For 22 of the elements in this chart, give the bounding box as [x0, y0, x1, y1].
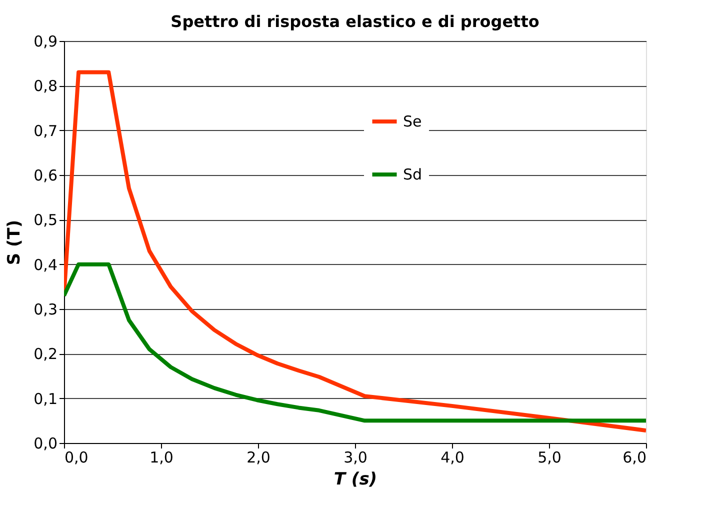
y-tick-label: 0,9	[34, 32, 58, 50]
x-tick-label: 2,0	[246, 448, 270, 466]
legend-label: Sd	[403, 166, 422, 184]
chart-title: Spettro di risposta elastico e di progetto	[170, 12, 540, 31]
x-axis-title: T (s)	[334, 470, 378, 490]
x-tick-label: 4,0	[440, 448, 464, 466]
y-tick-label: 0,1	[34, 390, 58, 408]
x-tick-label: 3,0	[344, 448, 368, 466]
y-tick-label: 0,6	[34, 166, 58, 184]
x-tick-label: 5,0	[538, 448, 562, 466]
y-axis-title: S (T)	[4, 220, 25, 266]
x-tick-label: 1,0	[150, 448, 174, 466]
legend-label: Se	[403, 112, 422, 130]
y-tick-label: 0,4	[34, 256, 58, 274]
y-tick-label: 0,3	[34, 300, 58, 318]
x-tick-label: 0,0	[64, 448, 88, 466]
y-tick-label: 0,2	[34, 345, 58, 364]
y-tick-label: 0,0	[34, 434, 58, 452]
y-tick-label: 0,8	[34, 77, 58, 96]
y-tick-label: 0,5	[34, 211, 58, 230]
x-tick-label: 6,0	[622, 448, 646, 466]
y-tick-label: 0,7	[34, 122, 58, 140]
